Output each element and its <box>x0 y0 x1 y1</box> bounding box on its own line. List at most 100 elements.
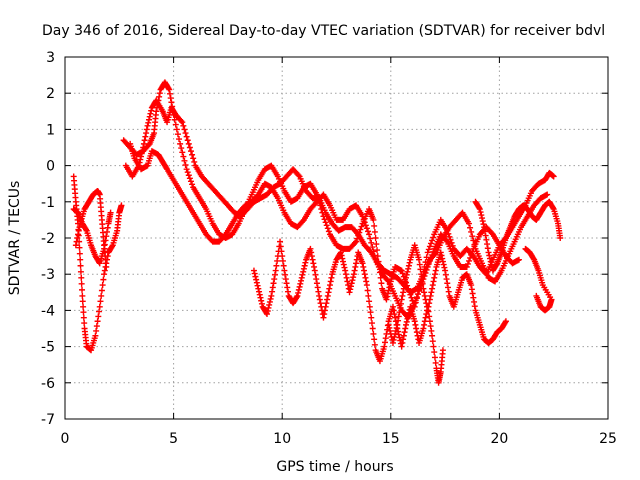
data-point <box>416 256 423 263</box>
data-point <box>397 304 404 311</box>
data-point <box>385 321 392 328</box>
data-point <box>431 349 438 356</box>
data-point <box>293 294 300 301</box>
data-point <box>465 220 472 227</box>
data-point <box>179 119 186 126</box>
data-point <box>95 313 102 320</box>
data-point <box>184 169 191 176</box>
data-point <box>147 110 154 117</box>
data-point <box>75 231 82 238</box>
data-point <box>76 224 83 231</box>
data-point <box>180 122 187 129</box>
data-point <box>366 231 373 238</box>
data-point <box>398 343 405 350</box>
data-point <box>364 228 371 235</box>
data-point <box>400 332 407 339</box>
data-point <box>343 274 350 281</box>
data-point <box>427 254 434 261</box>
data-point <box>186 144 193 151</box>
data-point <box>427 292 434 299</box>
data-point <box>321 307 328 314</box>
series-track-3 <box>72 187 110 270</box>
data-point <box>374 247 381 254</box>
data-point <box>421 273 428 280</box>
data-point <box>284 288 291 295</box>
data-point <box>390 307 397 314</box>
data-point <box>81 320 88 327</box>
data-point <box>283 280 290 287</box>
data-point <box>309 256 316 263</box>
data-point <box>479 215 486 222</box>
y-tick-label: -3 <box>41 267 55 283</box>
data-point <box>391 333 398 340</box>
data-point <box>322 219 329 226</box>
data-point <box>430 248 437 255</box>
data-point <box>74 235 81 241</box>
data-point <box>549 204 556 211</box>
data-point <box>323 300 330 307</box>
data-point <box>403 318 410 325</box>
data-point <box>420 285 427 292</box>
data-point <box>363 282 370 289</box>
data-point <box>469 290 476 297</box>
data-point <box>398 267 405 274</box>
data-point <box>297 280 304 287</box>
data-point <box>313 276 320 283</box>
data-point <box>405 312 412 319</box>
data-point <box>429 237 436 244</box>
data-point <box>183 133 190 140</box>
data-point <box>279 253 286 260</box>
data-point <box>353 238 360 245</box>
data-point <box>300 268 307 275</box>
data-point <box>428 289 435 296</box>
data-points <box>70 79 564 386</box>
data-point <box>481 224 488 231</box>
data-point <box>167 95 174 102</box>
data-point <box>361 219 368 226</box>
data-point <box>465 257 472 264</box>
data-point <box>386 324 393 331</box>
data-point <box>141 137 148 144</box>
data-point <box>366 303 373 310</box>
data-point <box>173 126 180 133</box>
data-point <box>138 153 145 160</box>
data-point <box>370 330 377 337</box>
data-point <box>80 314 87 321</box>
data-point <box>403 274 410 281</box>
data-point <box>444 284 451 291</box>
data-point <box>168 99 175 106</box>
data-point <box>392 314 399 321</box>
data-point <box>446 233 453 240</box>
data-point <box>311 263 318 270</box>
data-point <box>399 270 406 277</box>
data-point <box>369 325 376 332</box>
series-track-8 <box>385 242 509 346</box>
data-point <box>476 204 483 211</box>
data-point <box>481 228 488 235</box>
data-point <box>412 321 419 328</box>
data-point <box>174 131 181 138</box>
data-point <box>445 288 452 295</box>
data-point <box>327 278 334 285</box>
data-point <box>430 343 437 350</box>
data-point <box>414 291 421 298</box>
data-point <box>99 282 106 289</box>
data-point <box>341 264 348 271</box>
data-point <box>148 107 155 114</box>
data-point <box>440 261 447 268</box>
data-point <box>370 216 377 223</box>
data-point <box>368 239 375 246</box>
data-point <box>104 224 111 231</box>
data-point <box>328 274 335 281</box>
data-point <box>371 252 378 259</box>
data-point <box>76 244 83 251</box>
data-point <box>371 341 378 348</box>
data-point <box>398 296 405 303</box>
data-point <box>353 260 360 267</box>
data-point <box>282 271 289 278</box>
data-point <box>263 311 270 318</box>
data-point <box>145 116 152 123</box>
data-point <box>272 267 279 274</box>
data-point <box>381 343 388 350</box>
